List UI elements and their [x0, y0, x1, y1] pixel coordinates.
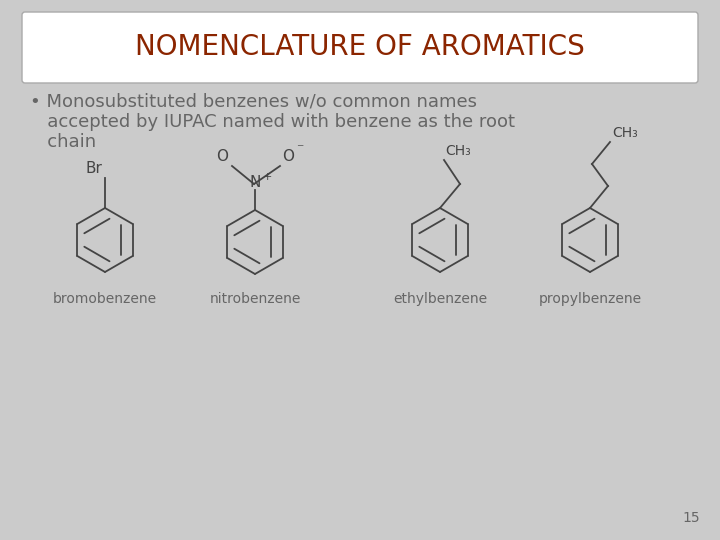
Text: propylbenzene: propylbenzene [539, 292, 642, 306]
Text: nitrobenzene: nitrobenzene [210, 292, 301, 306]
Text: bromobenzene: bromobenzene [53, 292, 157, 306]
Text: ethylbenzene: ethylbenzene [393, 292, 487, 306]
Text: 15: 15 [683, 511, 700, 525]
Text: O: O [216, 149, 228, 164]
Text: +: + [263, 172, 272, 182]
Text: O: O [282, 149, 294, 164]
Text: CH₃: CH₃ [445, 144, 471, 158]
Text: ⁻: ⁻ [296, 142, 303, 156]
Text: chain: chain [30, 133, 96, 151]
FancyBboxPatch shape [22, 12, 698, 83]
Text: NOMENCLATURE OF AROMATICS: NOMENCLATURE OF AROMATICS [135, 33, 585, 61]
Text: N: N [249, 175, 261, 190]
Text: • Monosubstituted benzenes w/o common names: • Monosubstituted benzenes w/o common na… [30, 93, 477, 111]
Text: CH₃: CH₃ [612, 126, 638, 140]
Text: accepted by IUPAC named with benzene as the root: accepted by IUPAC named with benzene as … [30, 113, 515, 131]
Text: Br: Br [85, 161, 102, 176]
